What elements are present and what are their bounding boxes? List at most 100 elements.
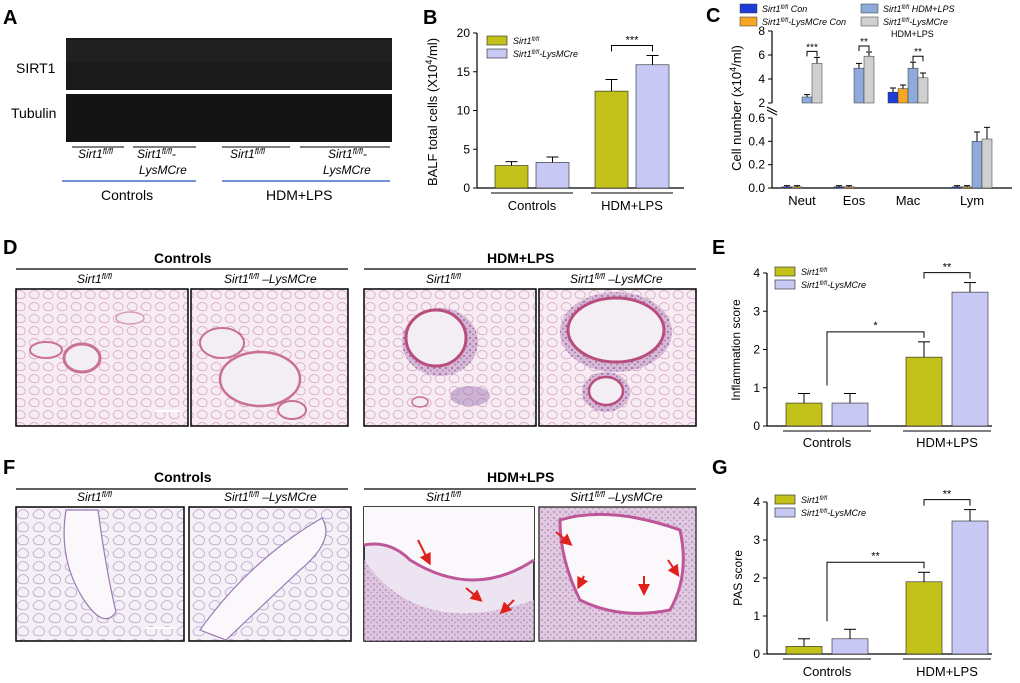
significance-label: ** (871, 550, 880, 562)
bar (905, 581, 943, 655)
histo-d-sub-3: Sirt1fl/fl (426, 272, 461, 286)
histo-f-sub-3: Sirt1fl/fl (426, 490, 461, 504)
histo-d-image-4 (538, 288, 697, 427)
pas-arrow (465, 587, 483, 602)
y-axis-label: PAS score (731, 550, 745, 606)
pas-arrow (417, 539, 431, 566)
legend-label: Sirt1fl/fl-LysMCre (513, 49, 578, 59)
legend-label: Sirt1fl/fl-LysMCre (883, 17, 948, 27)
y-tick-label: 3 (753, 304, 760, 318)
blot-label-tubulin: Tubulin (11, 105, 56, 121)
y-tick-label: 2 (758, 96, 765, 110)
panel-letter-f: F (3, 457, 15, 479)
panel-c-cell-chart: C (706, 5, 720, 27)
significance-label: * (873, 320, 878, 332)
legend-label: Sirt1fl/fl (801, 495, 828, 505)
histo-d-header-controls: Controls (154, 250, 212, 266)
panel-g-pas-chart: G (712, 457, 728, 479)
chart-e: 0 1 2 3 4 Controls HDM+LPS Sirt1fl/fl Sirt1fl/fl… (729, 262, 992, 450)
histo-d-image-3 (363, 288, 537, 427)
significance-bracket (826, 561, 925, 622)
y-axis-label: BALF total cells (X104/ml) (424, 38, 440, 186)
significance-label: ** (860, 37, 868, 48)
legend-label: Sirt1fl/fl-LysMCre Con (762, 17, 846, 27)
y-tick-label: 0.4 (748, 134, 765, 148)
bar (635, 64, 670, 189)
blot-condition-controls: Controls (101, 187, 153, 203)
bar (887, 91, 899, 104)
legend-swatch (860, 3, 879, 14)
bar (961, 186, 973, 189)
y-axis-label: Cell number (x104/ml) (728, 45, 744, 171)
bar (785, 402, 823, 427)
blot-group-4-label-line1: Sirt1fl/fl- (328, 147, 367, 161)
blot-group-3-label: Sirt1fl/fl (230, 147, 265, 161)
western-blot-image (66, 38, 392, 142)
bar (594, 90, 629, 189)
axis-break (766, 106, 778, 113)
bar (781, 186, 793, 189)
legend-swatch (774, 507, 796, 518)
panel-f-pas-histology: F Controls HDM+LPS Sirt1fl/fl Sirt1fl/fl… (3, 457, 697, 642)
significance-label: *** (806, 42, 818, 53)
axis-break (766, 109, 778, 116)
bar (494, 165, 529, 189)
histo-d-sub-2: Sirt1fl/fl –LysMCre (224, 272, 317, 286)
bar (785, 646, 823, 655)
legend-label: Sirt1fl/fl-LysMCre (801, 280, 866, 290)
y-tick-label: 4 (758, 72, 765, 86)
bar (951, 520, 989, 655)
legend-label: Sirt1fl/fl-LysMCre (801, 508, 866, 518)
blot-group-4-label-line2: LysMCre (323, 163, 371, 177)
category-label: HDM+LPS (601, 198, 663, 213)
panel-letter-g: G (712, 457, 728, 479)
histo-d-image-2 (190, 288, 349, 427)
blot-group-labels: Sirt1fl/fl Sirt1fl/fl- LysMCre Sirt1fl/f… (62, 146, 390, 203)
bar (853, 67, 865, 104)
bar (791, 186, 803, 189)
significance-bracket (826, 331, 925, 386)
blot-group-2-label-line2: LysMCre (139, 163, 187, 177)
category-label: Lym (960, 193, 984, 208)
histo-f-sub-2: Sirt1fl/fl –LysMCre (224, 490, 317, 504)
category-label: Controls (803, 664, 852, 679)
significance-bracket (806, 50, 818, 57)
histo-f-sub-4: Sirt1fl/fl –LysMCre (570, 490, 663, 504)
y-tick-label: 2 (753, 571, 760, 585)
pas-arrow (577, 575, 589, 590)
legend-swatch (774, 279, 796, 290)
significance-bracket (858, 45, 870, 51)
y-tick-label: 3 (753, 533, 760, 547)
pas-arrow (499, 599, 515, 615)
significance-label: ** (943, 262, 952, 274)
histo-d-sub-4: Sirt1fl/fl –LysMCre (570, 272, 663, 286)
y-tick-label: 0 (463, 181, 470, 195)
legend-label: Sirt1fl/fl (801, 267, 828, 277)
bar (833, 186, 845, 189)
legend-swatch (739, 3, 758, 14)
pas-arrow (555, 531, 573, 546)
significance-label: ** (914, 47, 922, 58)
y-tick-label: 2 (753, 343, 760, 357)
chart-b: 0 5 10 15 20 Controls HDM+LPS Sirt1fl/fl Sirt1fl… (424, 26, 684, 213)
histo-f-image-1 (15, 506, 185, 642)
bar (831, 402, 869, 427)
legend-swatch (774, 494, 796, 505)
histo-d-header-hdm: HDM+LPS (487, 250, 554, 266)
bar (863, 55, 875, 104)
bar (535, 162, 570, 189)
y-tick-label: 20 (457, 26, 471, 40)
panel-b-balf-chart: B (423, 7, 437, 29)
category-label: Controls (508, 198, 557, 213)
y-tick-label: 1 (753, 381, 760, 395)
panel-a-western-blot: A SIRT1 Tubulin Sirt1fl/fl Sirt1fl/fl- L… (3, 7, 392, 203)
y-tick-label: 0 (753, 419, 760, 433)
legend-label-line2: HDM+LPS (891, 29, 934, 39)
significance-label: *** (626, 34, 640, 46)
y-tick-label: 6 (758, 48, 765, 62)
significance-label: ** (943, 489, 952, 501)
y-tick-label: 4 (753, 266, 760, 280)
histo-f-image-3 (363, 506, 535, 642)
